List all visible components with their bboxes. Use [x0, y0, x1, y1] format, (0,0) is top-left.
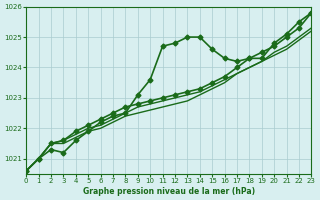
X-axis label: Graphe pression niveau de la mer (hPa): Graphe pression niveau de la mer (hPa) — [83, 187, 255, 196]
